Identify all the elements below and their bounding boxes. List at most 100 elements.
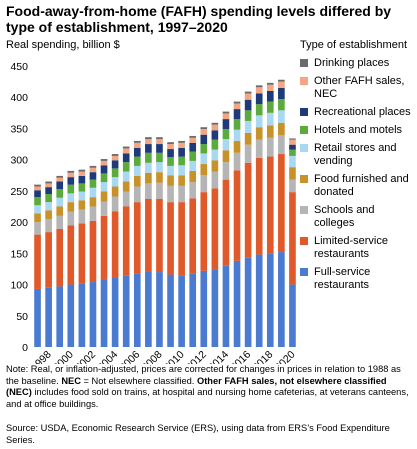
y-tick-label: 250: [10, 186, 28, 198]
bar-segment: [289, 167, 296, 180]
bar-segment: [289, 192, 296, 285]
bar-segment: [67, 184, 75, 194]
y-tick-label: 300: [10, 155, 28, 167]
legend-item: Food furnished and donated: [300, 173, 415, 199]
bar-segment: [200, 144, 208, 154]
legend-label: Other FAFH sales, NEC: [314, 75, 405, 100]
x-tick-label: 2002: [73, 349, 98, 364]
bar-segment: [145, 199, 152, 272]
legend-label: Schools and colleges: [314, 204, 375, 229]
bar-segment: [78, 209, 86, 224]
bar-segment: [167, 142, 174, 145]
legend-swatch: [300, 126, 308, 134]
bar-segment: [67, 170, 75, 173]
bar-segment: [211, 139, 219, 150]
bar-segment: [45, 181, 52, 184]
note: Note: Real, or inflation-adjusted, price…: [6, 364, 411, 410]
bar-segment: [100, 215, 108, 280]
x-tick-label: 2012: [184, 349, 209, 364]
bar-segment: [255, 127, 263, 140]
y-axis-label: Real spending, billion $: [6, 39, 120, 51]
bar-segment: [78, 171, 86, 176]
bar-segment: [266, 82, 274, 85]
legend: Drinking places Other FAFH sales, NEC Recr…: [300, 57, 415, 292]
bar-segment: [255, 93, 263, 105]
bar-segment: [89, 220, 97, 283]
bar-segment: [34, 197, 41, 206]
bar-segment: [266, 137, 274, 157]
bar-segment: [266, 90, 274, 102]
bar-segment: [289, 139, 296, 145]
bar-segment: [122, 191, 130, 207]
bar-segment: [111, 154, 119, 156]
bar-segment: [34, 184, 41, 187]
bar-segment: [67, 177, 75, 185]
bar-segment: [34, 190, 41, 198]
bar-segment: [178, 147, 185, 157]
y-tick-label: 0: [22, 342, 28, 354]
bar-segment: [255, 115, 263, 128]
bar-segment: [100, 160, 108, 166]
bar-segment: [167, 175, 174, 186]
bar-segment: [89, 165, 97, 168]
bar-segment: [244, 132, 252, 145]
bar-segment: [156, 144, 163, 153]
bar-segment: [45, 232, 52, 288]
note-text: = Not elsewhere classified.: [80, 375, 197, 386]
legend-label: Hotels and motels: [314, 124, 403, 136]
bar-segment: [145, 152, 152, 163]
x-tick-label: 1998: [29, 349, 54, 364]
x-tick-label: 2016: [228, 349, 253, 364]
bar-segment: [200, 129, 208, 135]
bar-segment: [122, 181, 130, 192]
legend-swatch: [300, 77, 308, 85]
bar-segment: [111, 168, 119, 178]
x-tick-label: 2020: [273, 349, 298, 364]
bar-segment: [34, 222, 41, 235]
bar-segment: [266, 253, 274, 347]
bar-segment: [145, 162, 152, 173]
legend-item: Other FAFH sales, NEC: [300, 75, 415, 101]
legend-item: Hotels and motels: [300, 124, 415, 137]
bar-segment: [145, 139, 152, 145]
bar-segment: [167, 165, 174, 176]
bar-segment: [122, 146, 130, 149]
bar-segment: [244, 99, 252, 111]
bar-segment: [111, 211, 119, 278]
legend-label: Full-service restaurants: [314, 266, 371, 291]
bar-segment: [233, 140, 241, 153]
bar-segment: [222, 179, 230, 266]
bar-segment: [78, 191, 86, 201]
legend-swatch: [300, 59, 308, 67]
y-tick-label: 50: [16, 311, 28, 323]
bar-segment: [78, 200, 86, 210]
bar-segment: [266, 156, 274, 254]
bar-segment: [222, 129, 230, 140]
legend-item: Drinking places: [300, 57, 415, 70]
bar-segment: [222, 111, 230, 114]
bar-segment: [156, 137, 163, 140]
bar-segment: [67, 211, 75, 226]
bar-segment: [34, 186, 41, 191]
bar-segment: [34, 205, 41, 214]
bar-segment: [89, 206, 97, 221]
legend-swatch: [300, 268, 308, 276]
bar-segment: [278, 252, 285, 347]
bar-segment: [289, 144, 296, 150]
bar-segment: [133, 140, 141, 143]
x-tick-label: 2006: [117, 349, 142, 364]
legend-item: Recreational places: [300, 106, 415, 119]
bar-segment: [189, 273, 197, 347]
bar-segment: [278, 110, 285, 123]
bar-segment: [255, 139, 263, 158]
bar-segment: [167, 185, 174, 203]
bar-segment: [278, 79, 285, 82]
bar-segment: [133, 186, 141, 203]
bar-segment: [278, 99, 285, 111]
bar-segment: [233, 260, 241, 347]
x-tick-label: 2010: [162, 349, 187, 364]
bar-segment: [133, 175, 141, 187]
bar-segment: [78, 169, 86, 172]
bar-segment: [67, 202, 75, 212]
